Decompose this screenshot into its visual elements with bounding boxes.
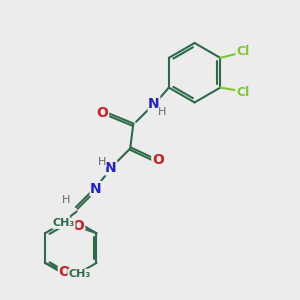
Text: Cl: Cl [236, 45, 249, 58]
Text: O: O [58, 265, 70, 279]
Text: N: N [105, 161, 117, 175]
Text: N: N [148, 97, 160, 111]
Text: O: O [97, 106, 109, 120]
Text: Cl: Cl [236, 85, 249, 98]
Text: H: H [158, 107, 166, 117]
Text: CH₃: CH₃ [53, 218, 75, 228]
Text: N: N [90, 182, 102, 196]
Text: CH₃: CH₃ [68, 269, 90, 279]
Text: O: O [73, 219, 85, 233]
Text: O: O [152, 153, 164, 167]
Text: H: H [62, 195, 70, 205]
Text: H: H [98, 157, 106, 167]
